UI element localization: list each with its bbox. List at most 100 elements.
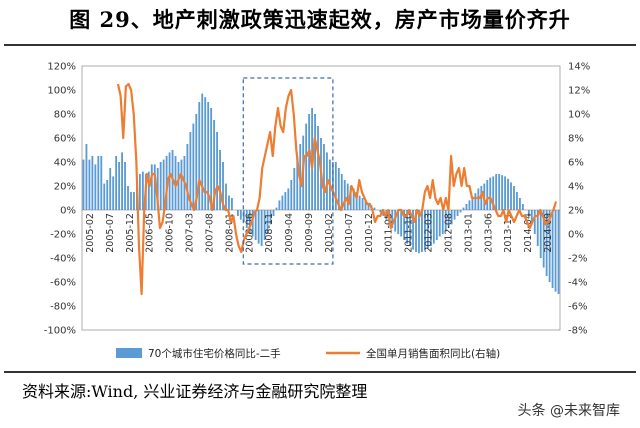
- x-tick-label: 2012-08: [444, 213, 455, 253]
- bar: [465, 204, 468, 210]
- bar: [501, 175, 504, 210]
- bar: [394, 210, 397, 232]
- bar: [308, 114, 311, 210]
- bar: [412, 210, 414, 250]
- bar: [168, 152, 171, 210]
- x-tick-label: 2007-08: [205, 213, 216, 253]
- bar: [504, 176, 506, 210]
- left-axis-tick-label: -40%: [50, 254, 76, 265]
- bar: [521, 204, 524, 210]
- source-note: 资料来源:Wind, 兴业证券经济与金融研究院整理: [22, 382, 368, 401]
- x-tick-label: 2010-02: [324, 213, 335, 253]
- plot-area: [81, 65, 561, 331]
- bar: [254, 210, 257, 240]
- left-axis-tick-label: -80%: [50, 302, 76, 313]
- bar: [162, 159, 165, 210]
- x-tick-label: 2005-12: [125, 213, 136, 253]
- bar: [109, 168, 112, 210]
- bar: [492, 176, 495, 210]
- bar: [361, 198, 364, 210]
- x-tick-label: 2011-10: [404, 213, 415, 253]
- bar: [147, 171, 150, 210]
- bar: [557, 210, 560, 294]
- bar: [373, 207, 376, 210]
- series-line: [116, 82, 558, 296]
- x-tick-label: 2008-11: [264, 213, 275, 253]
- x-tick-label: 2013-01: [463, 213, 474, 253]
- bar: [121, 152, 123, 210]
- x-tick-label: 2010-07: [344, 213, 355, 253]
- right-axis-tick-label: 6%: [568, 158, 584, 169]
- x-tick-label: 2006-10: [165, 213, 176, 253]
- bar: [91, 156, 94, 210]
- left-axis-tick-label: -100%: [44, 326, 76, 337]
- bar: [314, 114, 316, 210]
- legend-label-bar: 70个城市住宅价格同比-二手: [148, 347, 281, 360]
- bar: [444, 210, 447, 232]
- bar: [346, 183, 349, 210]
- bar: [156, 168, 159, 210]
- right-axis-tick-label: 12%: [568, 86, 590, 97]
- left-axis-tick-label: 0%: [60, 206, 76, 217]
- left-axis-tick-label: 120%: [47, 62, 76, 73]
- bar: [138, 174, 141, 210]
- bar: [423, 210, 426, 250]
- bar: [127, 186, 129, 210]
- bar: [317, 126, 319, 210]
- bar: [207, 102, 210, 210]
- bar: [281, 195, 284, 210]
- left-axis-tick-label: -20%: [50, 230, 76, 241]
- bar: [210, 108, 213, 210]
- bar: [510, 182, 512, 210]
- right-axis-tick-label: -4%: [568, 278, 587, 289]
- bar: [468, 200, 471, 210]
- bar: [542, 210, 545, 268]
- bar: [432, 210, 435, 244]
- bar: [275, 207, 278, 210]
- bar: [296, 156, 299, 210]
- bar: [290, 180, 293, 210]
- bar: [284, 192, 287, 210]
- chart: -100% -80% -60% -40% -20% 0% 20% 40% 60% 80% 100% 1…: [44, 62, 590, 361]
- bar: [115, 156, 118, 210]
- bar: [177, 162, 180, 210]
- right-axis-tick-label: 14%: [568, 62, 590, 73]
- bar: [495, 174, 498, 210]
- bar: [118, 162, 121, 210]
- bar: [539, 210, 542, 258]
- bar: [198, 102, 201, 210]
- bar: [266, 210, 269, 234]
- bar: [248, 210, 251, 234]
- bar: [305, 123, 308, 210]
- bar: [530, 210, 533, 225]
- left-axis-tick-label: 80%: [54, 110, 76, 121]
- bar: [551, 210, 554, 288]
- x-tick-label: 2014-04: [523, 213, 534, 253]
- bar: [456, 210, 459, 216]
- bar: [462, 207, 465, 210]
- bar: [337, 168, 340, 210]
- bar: [486, 180, 489, 210]
- bar: [112, 176, 115, 210]
- bar: [219, 150, 221, 210]
- left-axis-tick-label: 60%: [54, 134, 76, 145]
- x-tick-label: 2008-01: [224, 213, 235, 253]
- bar: [334, 162, 337, 210]
- bar: [364, 200, 367, 210]
- x-tick-label: 2008-06: [244, 213, 255, 253]
- bar: [323, 144, 325, 210]
- bar: [352, 188, 355, 210]
- bar: [397, 210, 400, 234]
- bar: [228, 195, 230, 210]
- bar: [133, 192, 135, 210]
- bar: [251, 210, 254, 237]
- left-axis-tick-label: 40%: [54, 158, 76, 169]
- bar: [287, 188, 290, 210]
- bar: [438, 210, 441, 237]
- bar: [554, 210, 557, 292]
- bar: [480, 186, 483, 210]
- bar: [216, 132, 219, 210]
- bar: [507, 178, 509, 210]
- left-axis-tick-label: 100%: [47, 86, 76, 97]
- bar: [159, 162, 162, 210]
